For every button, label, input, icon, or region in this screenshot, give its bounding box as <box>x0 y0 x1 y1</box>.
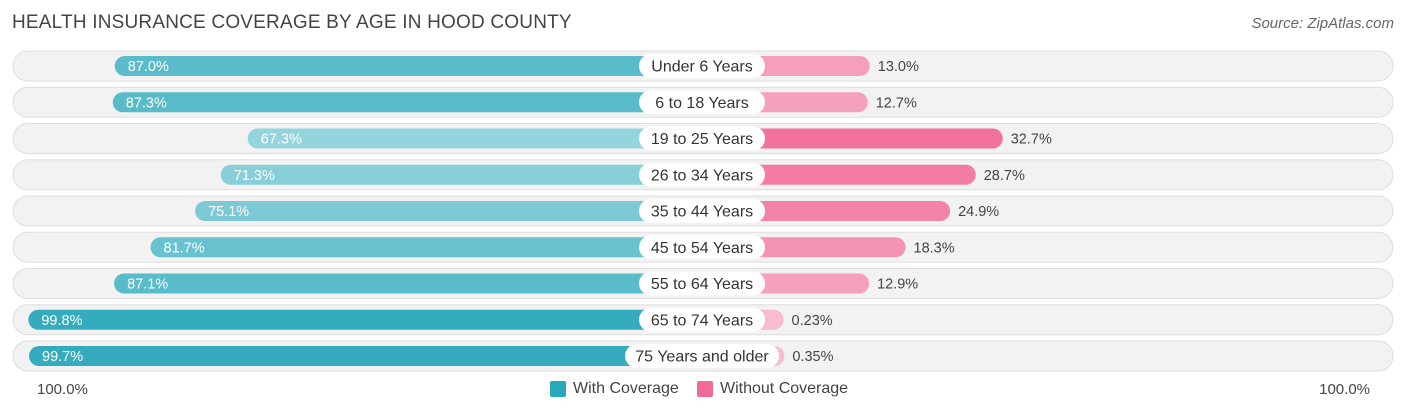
value-label-with-coverage-75-years-and-older: 99.7% <box>42 349 83 365</box>
value-label-with-coverage-under-6-years: 87.0% <box>128 59 169 75</box>
bar-with-coverage-45-to-54-years <box>150 237 702 258</box>
category-label-65-to-74-years: 65 to 74 Years <box>651 312 753 329</box>
legend-swatch-without-coverage <box>697 381 713 397</box>
value-label-without-coverage-6-to-18-years: 12.7% <box>876 95 917 111</box>
value-label-without-coverage-45-to-54-years: 18.3% <box>914 240 955 256</box>
bar-with-coverage-35-to-44-years <box>195 201 702 221</box>
category-label-35-to-44-years: 35 to 44 Years <box>651 204 753 221</box>
category-pill-6-to-18-years <box>639 90 765 115</box>
category-label-under-6-years: Under 6 Years <box>651 59 752 76</box>
value-label-with-coverage-65-to-74-years: 99.8% <box>41 313 82 329</box>
bar-without-coverage-35-to-44-years <box>707 201 951 221</box>
bar-with-coverage-6-to-18-years <box>112 92 703 113</box>
value-label-without-coverage-75-years-and-older: 0.35% <box>792 349 833 365</box>
category-label-45-to-54-years: 45 to 54 Years <box>651 240 753 257</box>
bar-with-coverage-65-to-74-years <box>28 309 703 330</box>
bar-with-coverage-under-6-years <box>114 56 702 76</box>
value-label-without-coverage-19-to-25-years: 32.7% <box>1011 132 1052 148</box>
value-label-with-coverage-55-to-64-years: 87.1% <box>127 277 168 293</box>
axis-left-label: 100.0% <box>37 381 88 398</box>
value-label-without-coverage-35-to-44-years: 24.9% <box>958 204 999 220</box>
chart-title: HEALTH INSURANCE COVERAGE BY AGE IN HOOD… <box>12 12 572 33</box>
value-label-with-coverage-26-to-34-years: 71.3% <box>234 168 275 184</box>
value-label-with-coverage-35-to-44-years: 75.1% <box>208 204 249 220</box>
category-pill-45-to-54-years <box>639 235 765 260</box>
category-pill-55-to-64-years <box>639 271 765 296</box>
value-label-without-coverage-under-6-years: 13.0% <box>878 59 919 75</box>
value-label-without-coverage-26-to-34-years: 28.7% <box>984 168 1025 184</box>
legend-item-with-coverage: With Coverage <box>550 380 679 398</box>
category-pill-26-to-34-years <box>639 162 765 187</box>
axis-right-label: 100.0% <box>1319 381 1370 398</box>
legend-label-with-coverage: With Coverage <box>573 380 679 397</box>
value-label-without-coverage-65-to-74-years: 0.23% <box>792 313 833 329</box>
category-label-19-to-25-years: 19 to 25 Years <box>651 131 753 148</box>
value-label-with-coverage-45-to-54-years: 81.7% <box>164 240 205 256</box>
legend-swatch-with-coverage <box>550 381 566 397</box>
category-pill-under-6-years <box>639 54 765 78</box>
value-label-with-coverage-19-to-25-years: 67.3% <box>261 132 302 148</box>
category-label-75-years-and-older: 75 Years and older <box>635 349 769 366</box>
category-label-6-to-18-years: 6 to 18 Years <box>655 95 748 112</box>
bar-with-coverage-19-to-25-years <box>247 128 702 149</box>
value-label-with-coverage-6-to-18-years: 87.3% <box>126 95 167 111</box>
bar-with-coverage-55-to-64-years <box>114 273 702 294</box>
value-label-without-coverage-55-to-64-years: 12.9% <box>877 277 918 293</box>
category-pill-19-to-25-years <box>639 126 765 151</box>
bar-with-coverage-75-years-and-older <box>29 346 702 366</box>
category-pill-35-to-44-years <box>639 199 765 223</box>
legend: With Coverage Without Coverage <box>0 380 1406 400</box>
chart-source: Source: ZipAtlas.com <box>1251 15 1394 32</box>
category-pill-65-to-74-years <box>639 307 765 332</box>
category-label-26-to-34-years: 26 to 34 Years <box>651 167 753 184</box>
legend-item-without-coverage: Without Coverage <box>697 380 848 398</box>
bar-without-coverage-19-to-25-years <box>707 128 1003 149</box>
legend-label-without-coverage: Without Coverage <box>720 380 849 397</box>
bar-chart: Under 6 Years 87.0% 13.0% 6 to 18 Years 87.3… <box>12 50 1394 372</box>
category-pill-75-years-and-older <box>625 344 779 368</box>
bar-without-coverage-26-to-34-years <box>707 164 976 185</box>
bar-with-coverage-26-to-34-years <box>220 164 702 185</box>
category-label-55-to-64-years: 55 to 64 Years <box>651 276 753 293</box>
